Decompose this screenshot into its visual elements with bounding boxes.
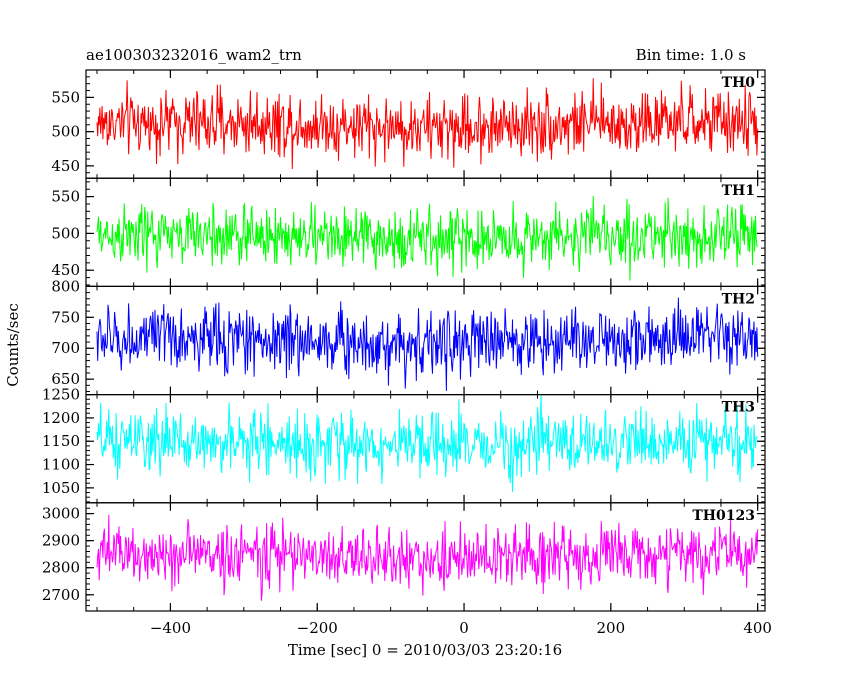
- series-label-th3: TH3: [722, 400, 755, 416]
- y-tick-label: 650: [51, 370, 80, 388]
- series-line-th2: [96, 297, 759, 391]
- series-label-th2: TH2: [722, 291, 755, 307]
- x-tick-label: 200: [597, 619, 626, 637]
- y-tick-label: 1250: [42, 386, 80, 404]
- panel-frame: [85, 69, 766, 179]
- bin-time-label: Bin time: 1.0 s: [636, 46, 746, 64]
- y-tick-label: 1100: [42, 456, 80, 474]
- x-tick-label: 0: [459, 619, 469, 637]
- y-tick-label: 3000: [42, 505, 80, 523]
- y-tick-label: 2900: [42, 532, 80, 550]
- y-tick-label: 550: [51, 88, 80, 106]
- y-tick-label: 1050: [42, 479, 80, 497]
- panel-frame: [85, 502, 766, 612]
- y-tick-label: 1200: [42, 409, 80, 427]
- x-tick-label: −400: [150, 619, 191, 637]
- y-axis-title: Counts/sec: [4, 303, 22, 387]
- y-tick-label: 500: [51, 224, 80, 242]
- y-tick-label: 450: [51, 157, 80, 175]
- chart-title: ae100303232016_wam2_trn: [86, 46, 302, 64]
- series-line-th0123: [96, 514, 759, 601]
- y-tick-label: 450: [51, 261, 80, 279]
- panel-th0: 450 500 550 TH0: [51, 69, 766, 179]
- y-tick-label: 2700: [42, 586, 80, 604]
- series-line-th1: [96, 195, 759, 281]
- panel-th0123: 2700 2800 2900 3000 TH0123: [42, 502, 766, 612]
- panel-th2: 650 700 750 800 TH2: [51, 277, 766, 396]
- x-axis-title: Time [sec] 0 = 2010/03/03 23:20:16: [288, 641, 562, 659]
- panel-th1: 450 500 550 TH1: [51, 177, 766, 287]
- x-tick-label: −200: [297, 619, 338, 637]
- panel-th3: 1050 1100 1150 1200 1250 TH3: [42, 386, 766, 504]
- panels: 450 500 550 TH0 450 500 550 TH1 650 700 750 800 TH2 1…: [42, 69, 772, 637]
- series-line-th0: [96, 78, 759, 170]
- y-tick-label: 800: [51, 277, 80, 295]
- series-line-th3: [96, 394, 759, 493]
- y-tick-label: 2800: [42, 559, 80, 577]
- y-tick-label: 550: [51, 188, 80, 206]
- y-tick-label: 500: [51, 123, 80, 141]
- x-tick-label: 400: [743, 619, 772, 637]
- series-label-th0: TH0: [722, 75, 756, 91]
- series-label-th1: TH1: [722, 183, 755, 199]
- y-tick-label: 1150: [42, 432, 80, 450]
- y-tick-label: 750: [51, 308, 80, 326]
- y-tick-label: 700: [51, 339, 80, 357]
- series-label-th0123: TH0123: [692, 508, 755, 524]
